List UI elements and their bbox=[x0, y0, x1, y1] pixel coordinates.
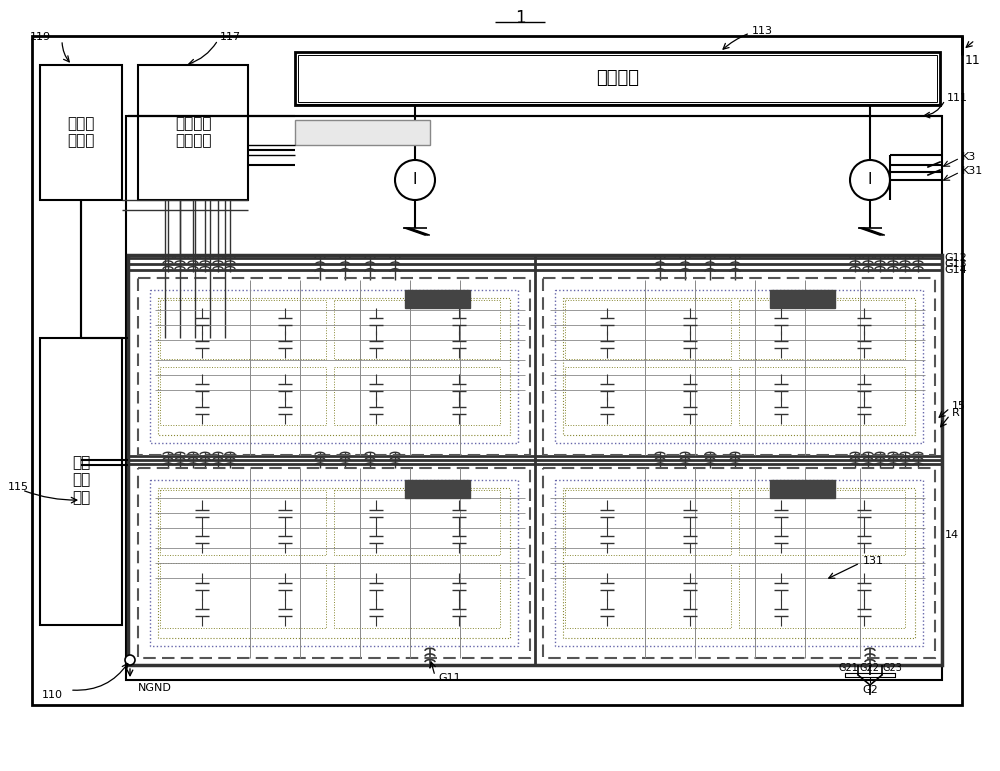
Text: G2: G2 bbox=[862, 685, 878, 695]
Text: K3: K3 bbox=[962, 152, 976, 162]
Circle shape bbox=[125, 655, 135, 665]
Bar bbox=[770, 480, 835, 498]
Text: 扫描
驱动
电路: 扫描 驱动 电路 bbox=[72, 455, 90, 505]
Text: 119: 119 bbox=[30, 32, 51, 42]
Text: R: R bbox=[952, 408, 960, 418]
Text: 117: 117 bbox=[220, 32, 241, 42]
Text: G22: G22 bbox=[860, 663, 880, 673]
Text: 14: 14 bbox=[945, 530, 959, 540]
Bar bbox=[405, 290, 470, 308]
Text: 113: 113 bbox=[752, 26, 773, 36]
Text: 参考信号
产生电路: 参考信号 产生电路 bbox=[175, 116, 211, 148]
Text: G13: G13 bbox=[944, 259, 967, 269]
Text: K31: K31 bbox=[962, 166, 983, 176]
Text: 111: 111 bbox=[947, 93, 968, 103]
Text: G23: G23 bbox=[882, 663, 902, 673]
Bar bbox=[770, 290, 835, 308]
Text: I: I bbox=[868, 173, 872, 187]
Text: G12: G12 bbox=[944, 253, 967, 263]
Text: 110: 110 bbox=[42, 690, 63, 700]
Polygon shape bbox=[295, 120, 430, 145]
Text: 时序控
制电路: 时序控 制电路 bbox=[67, 116, 95, 148]
Text: G11: G11 bbox=[438, 673, 461, 683]
Text: 131: 131 bbox=[863, 556, 884, 566]
Text: G21: G21 bbox=[838, 663, 858, 673]
Text: 处理电路: 处理电路 bbox=[596, 69, 640, 87]
Bar bbox=[405, 480, 470, 498]
Text: 115: 115 bbox=[8, 482, 29, 492]
Text: 11: 11 bbox=[965, 53, 981, 66]
Text: NGND: NGND bbox=[138, 683, 172, 693]
Text: 15: 15 bbox=[952, 401, 966, 411]
Text: 1: 1 bbox=[515, 9, 525, 27]
Text: G14: G14 bbox=[944, 265, 967, 275]
Text: I: I bbox=[413, 173, 417, 187]
